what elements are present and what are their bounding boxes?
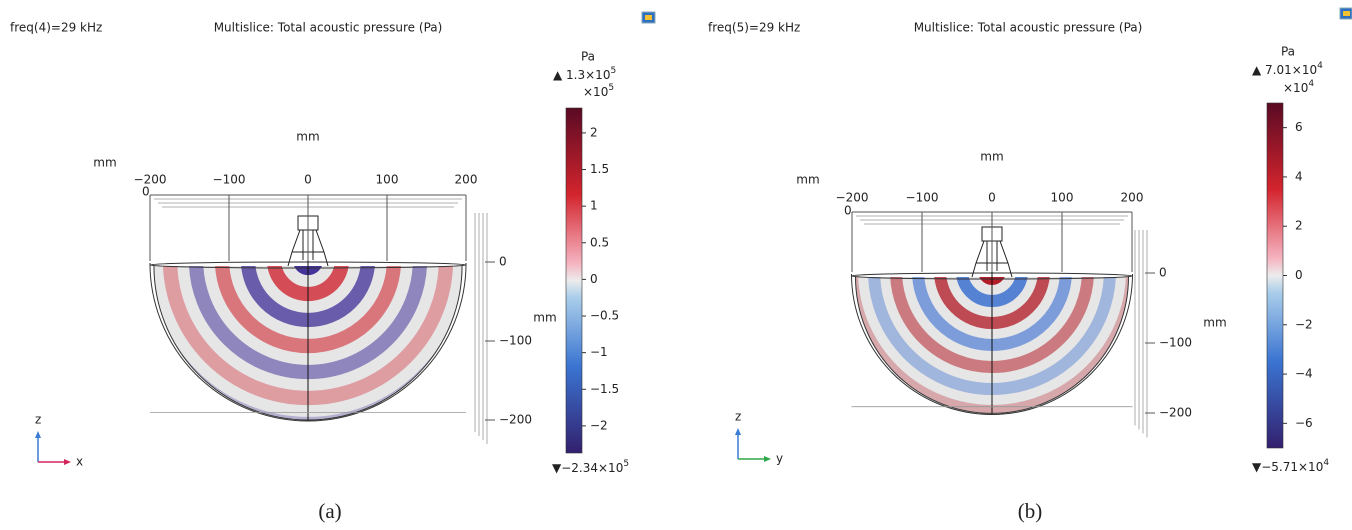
colorbar-multiplier-exp: 4 <box>1308 79 1314 89</box>
view-icon-inner <box>645 15 652 20</box>
colorbar-max-base: ▲ 1.3×10 <box>553 68 610 82</box>
z-tick-label: −100 <box>499 334 532 348</box>
colorbar-tick-label: 2 <box>590 125 598 139</box>
triad-arrow <box>35 431 41 438</box>
colorbar <box>1267 103 1283 448</box>
colorbar-min: ▼−5.71×104 <box>1252 458 1329 474</box>
colorbar-max: ▲ 7.01×104 <box>1252 61 1323 77</box>
colorbar-multiplier-base: ×10 <box>1283 81 1308 95</box>
frequency-label: freq(5)=29 kHz <box>708 21 800 35</box>
x-tick-label: 0 <box>988 191 996 205</box>
triad-horizontal-label: y <box>776 452 783 466</box>
z-tick-label: −200 <box>1159 406 1192 420</box>
x-tick-label: 0 <box>304 173 312 187</box>
colorbar-tick-label: 0 <box>590 272 598 286</box>
view-icon-inner <box>1343 11 1350 16</box>
y-corner-tick: 0 <box>142 185 150 199</box>
colorbar-multiplier: ×105 <box>583 83 614 99</box>
x-tick-label: 100 <box>1051 191 1074 205</box>
x-axis-label: mm <box>980 150 1003 164</box>
triad-arrow <box>64 459 71 465</box>
colorbar-tick-label: −1.5 <box>590 382 619 396</box>
colorbar-tick-label: −6 <box>1295 416 1313 430</box>
x-tick-label: −100 <box>213 173 246 187</box>
colorbar-min: ▼−2.34×105 <box>552 459 629 475</box>
frequency-label: freq(4)=29 kHz <box>10 21 102 35</box>
plot-title: Multislice: Total acoustic pressure (Pa) <box>914 21 1143 35</box>
triad-arrow <box>735 428 741 435</box>
x-tick-label: −100 <box>906 191 939 205</box>
colorbar-tick-label: 4 <box>1295 169 1303 183</box>
colorbar <box>566 108 582 453</box>
triad-vertical-label: z <box>35 413 41 427</box>
colorbar-tick-label: 1 <box>590 199 598 213</box>
x-tick-label: −200 <box>836 191 869 205</box>
colorbar-tick-label: 0.5 <box>590 235 609 249</box>
colorbar-min-exp: 5 <box>623 459 629 469</box>
plot-title: Multislice: Total acoustic pressure (Pa) <box>214 21 443 35</box>
y-axis-label: mm <box>93 156 116 170</box>
colorbar-tick-label: −0.5 <box>590 309 619 323</box>
colorbar-tick-label: 6 <box>1295 120 1303 134</box>
colorbar-max: ▲ 1.3×105 <box>553 66 616 82</box>
panel-label: (b) <box>1018 499 1043 523</box>
colorbar-multiplier: ×104 <box>1283 79 1314 95</box>
colorbar-max-exp: 5 <box>610 66 616 76</box>
x-tick-label: 200 <box>1121 191 1144 205</box>
z-tick-label: −200 <box>499 413 532 427</box>
colorbar-tick-label: 2 <box>1295 219 1303 233</box>
x-tick-label: 100 <box>376 173 399 187</box>
triad-horizontal-label: x <box>76 455 83 469</box>
panel-label: (a) <box>318 499 341 523</box>
y-axis-label: mm <box>796 173 819 187</box>
triad-arrow <box>764 456 771 462</box>
colorbar-max-exp: 4 <box>1317 61 1323 71</box>
z-tick-label: −100 <box>1159 336 1192 350</box>
colorbar-max-base: ▲ 7.01×10 <box>1252 63 1317 77</box>
z-tick-label: 0 <box>1159 266 1167 280</box>
x-tick-label: 200 <box>455 173 478 187</box>
figure: freq(4)=29 kHz Multislice: Total acoustic… <box>0 0 1352 530</box>
triad-vertical-label: z <box>735 410 741 424</box>
colorbar-min-base: ▼−5.71×10 <box>1252 460 1323 474</box>
colorbar-multiplier-base: ×10 <box>583 85 608 99</box>
z-tick-label: 0 <box>499 255 507 269</box>
x-axis-label: mm <box>296 130 319 144</box>
colorbar-multiplier-exp: 5 <box>608 83 614 93</box>
colorbar-min-base: ▼−2.34×10 <box>552 461 623 475</box>
colorbar-tick-label: −1 <box>590 345 608 359</box>
z-axis-label: mm <box>533 311 556 325</box>
colorbar-tick-label: −4 <box>1295 367 1313 381</box>
y-corner-tick: 0 <box>844 204 852 218</box>
colorbar-unit: Pa <box>1281 45 1295 59</box>
colorbar-min-exp: 4 <box>1323 458 1329 468</box>
colorbar-tick-label: −2 <box>1295 317 1313 331</box>
x-tick-label: −200 <box>134 173 167 187</box>
colorbar-tick-label: 0 <box>1295 268 1303 282</box>
colorbar-tick-label: −2 <box>590 418 608 432</box>
colorbar-unit: Pa <box>581 50 595 64</box>
colorbar-tick-label: 1.5 <box>590 162 609 176</box>
z-axis-label: mm <box>1203 316 1226 330</box>
